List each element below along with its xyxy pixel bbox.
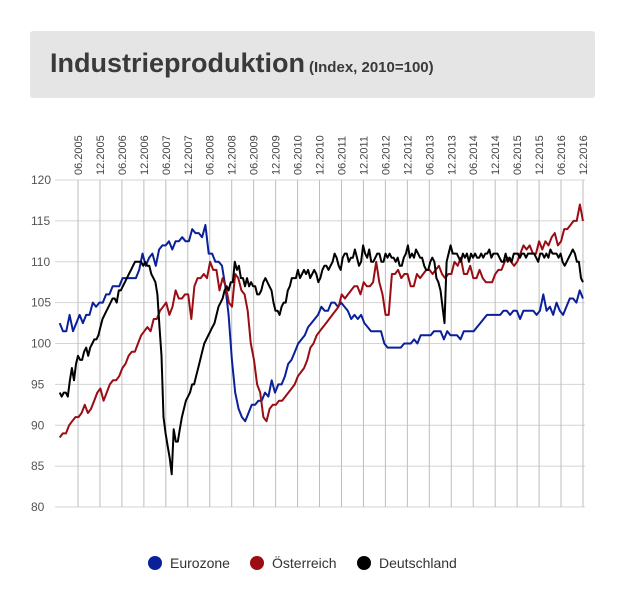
x-tick-label: 06.2009: [249, 135, 261, 175]
x-tick-label: 06.2012: [380, 135, 392, 175]
legend-dot-icon: [250, 556, 264, 570]
y-tick-label: 85: [31, 459, 45, 473]
legend-label: Österreich: [272, 555, 337, 571]
x-tick-label: 12.2010: [315, 135, 327, 175]
y-tick-label: 80: [31, 500, 45, 514]
y-tick-label: 105: [31, 296, 51, 310]
x-tick-label: 12.2015: [534, 135, 546, 175]
legend-item-deutschland[interactable]: Deutschland: [357, 553, 457, 573]
series-line-sterreich: [58, 203, 584, 439]
legend: Eurozone Österreich Deutschland: [0, 553, 625, 573]
legend-item-oesterreich[interactable]: Österreich: [250, 553, 337, 573]
chart-title: Industrieproduktion (Index, 2010=100): [50, 48, 434, 79]
x-tick-label: 12.2014: [490, 135, 502, 175]
x-tick-label: 06.2005: [73, 135, 85, 175]
x-tick-label: 06.2011: [336, 136, 348, 175]
x-tick-label: 06.2008: [205, 135, 217, 175]
x-tick-label: 12.2008: [227, 135, 239, 175]
y-tick-label: 95: [31, 377, 45, 391]
title-box: Industrieproduktion (Index, 2010=100): [30, 31, 595, 98]
y-tick-label: 120: [31, 173, 51, 187]
x-tick-label: 12.2013: [446, 135, 458, 175]
legend-dot-icon: [148, 556, 162, 570]
x-tick-label: 06.2015: [512, 135, 524, 175]
chart-subtitle: (Index, 2010=100): [308, 59, 434, 76]
x-tick-label: 12.2006: [139, 135, 151, 175]
x-tick-label: 12.2016: [578, 135, 590, 175]
chart-title-text: Industrieproduktion: [50, 48, 305, 78]
x-tick-label: 12.2011: [358, 136, 370, 175]
x-tick-label: 06.2006: [117, 135, 129, 175]
series-line-deutschland: [58, 244, 584, 476]
x-tick-label: 06.2014: [468, 135, 480, 175]
x-tick-label: 12.2005: [95, 135, 107, 175]
legend-label: Eurozone: [170, 555, 230, 571]
legend-label: Deutschland: [379, 555, 457, 571]
x-tick-label: 06.2013: [424, 135, 436, 175]
legend-item-eurozone[interactable]: Eurozone: [148, 553, 230, 573]
x-tick-label: 06.2016: [556, 135, 568, 175]
y-tick-label: 110: [31, 255, 50, 269]
x-tick-label: 06.2007: [161, 135, 173, 175]
y-tick-label: 90: [31, 418, 45, 432]
x-tick-label: 06.2010: [293, 135, 305, 175]
x-tick-label: 12.2012: [402, 135, 414, 175]
y-tick-label: 100: [31, 337, 51, 351]
x-tick-label: 12.2009: [271, 135, 283, 175]
y-tick-label: 115: [31, 214, 50, 228]
legend-dot-icon: [357, 556, 371, 570]
x-tick-label: 12.2007: [183, 135, 195, 175]
